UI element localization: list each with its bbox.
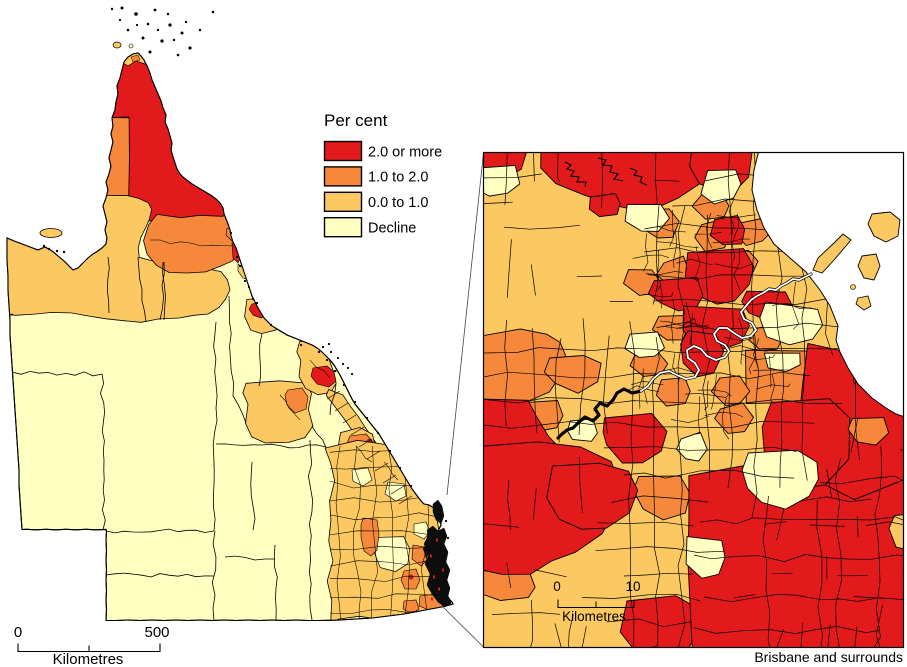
svg-text:0: 0 bbox=[14, 624, 22, 641]
svg-text:Decline: Decline bbox=[368, 221, 416, 237]
svg-text:2.0 or more: 2.0 or more bbox=[368, 144, 442, 160]
svg-text:0: 0 bbox=[553, 579, 561, 594]
svg-text:Per cent: Per cent bbox=[324, 111, 388, 130]
svg-text:Kilometres: Kilometres bbox=[53, 651, 124, 667]
svg-text:0.0 to 1.0: 0.0 to 1.0 bbox=[368, 195, 428, 211]
svg-text:Kilometres: Kilometres bbox=[562, 609, 626, 624]
svg-text:10: 10 bbox=[625, 579, 640, 594]
svg-text:500: 500 bbox=[144, 624, 169, 641]
svg-text:Brisbane and surrounds: Brisbane and surrounds bbox=[754, 649, 903, 665]
svg-text:1.0 to 2.0: 1.0 to 2.0 bbox=[368, 170, 428, 186]
